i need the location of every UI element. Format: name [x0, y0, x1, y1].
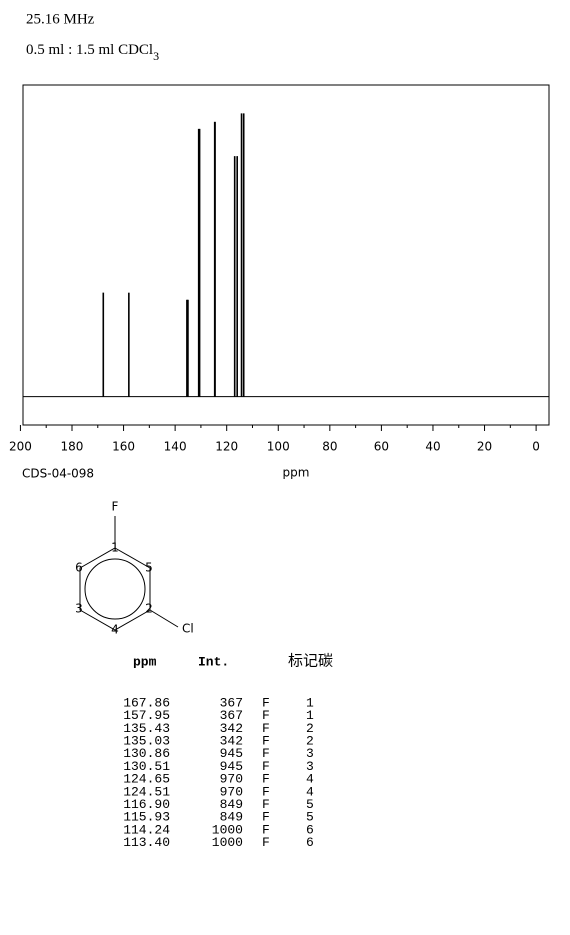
table-int: 342: [220, 734, 243, 749]
table-ppm: 113.40: [123, 835, 170, 850]
table-carbon: 2: [306, 721, 314, 736]
table-nucleus: F: [262, 708, 270, 723]
x-tick-label: 100: [267, 440, 290, 454]
table-ppm: 115.93: [123, 810, 170, 825]
table-ppm: 167.86: [123, 695, 170, 710]
table-int: 367: [220, 695, 243, 710]
table-nucleus: F: [262, 721, 270, 736]
table-carbon: 6: [306, 835, 314, 850]
table-nucleus: F: [262, 784, 270, 799]
table-header: 标记碳: [288, 652, 333, 669]
atom-cl: Cl: [182, 622, 194, 636]
aromatic-circle: [84, 558, 146, 620]
table-nucleus: F: [262, 695, 270, 710]
atom-num: 5: [145, 561, 153, 575]
spectrum-code: CDS-04-098: [22, 467, 94, 481]
structure: [79, 516, 179, 631]
table-int: 367: [220, 708, 243, 723]
x-tick-label: 140: [164, 440, 187, 454]
table-carbon: 3: [306, 746, 314, 761]
table-header: Int.: [198, 654, 229, 669]
atom-f: F: [112, 500, 119, 514]
table-header: ppm: [133, 654, 157, 669]
table-ppm: 124.65: [123, 772, 170, 787]
table-nucleus: F: [262, 810, 270, 825]
table-carbon: 1: [306, 708, 314, 723]
table-nucleus: F: [262, 746, 270, 761]
table-nucleus: F: [262, 797, 270, 812]
solvent-sub: 3: [153, 49, 159, 63]
atom-num: 1: [111, 541, 119, 555]
table-int: 342: [220, 721, 243, 736]
x-tick-label: 200: [9, 440, 32, 454]
plot-frame: [22, 84, 550, 426]
table-carbon: 1: [306, 695, 314, 710]
table-int: 849: [220, 797, 243, 812]
x-tick-label: 40: [425, 440, 440, 454]
table-ppm: 135.03: [123, 734, 170, 749]
x-tick-label: 160: [112, 440, 135, 454]
table-int: 945: [220, 746, 243, 761]
x-tick-label: 120: [215, 440, 238, 454]
bond-cl: [149, 609, 179, 628]
x-tick-label: 80: [322, 440, 337, 454]
table-ppm: 157.95: [123, 708, 170, 723]
table-int: 849: [220, 810, 243, 825]
table-carbon: 3: [306, 759, 314, 774]
table-int: 945: [220, 759, 243, 774]
table-ppm: 130.86: [123, 746, 170, 761]
x-tick-label: 20: [477, 440, 492, 454]
table-nucleus: F: [262, 772, 270, 787]
table-int: 970: [220, 772, 243, 787]
table-nucleus: F: [262, 822, 270, 837]
solvent: 0.5 ml : 1.5 ml CDCl3: [26, 42, 159, 62]
x-tick-label: 180: [61, 440, 84, 454]
table-nucleus: F: [262, 759, 270, 774]
table-ppm: 116.90: [123, 797, 170, 812]
x-tick-label: 0: [532, 440, 540, 454]
table-carbon: 2: [306, 734, 314, 749]
table-carbon: 5: [306, 797, 314, 812]
table-carbon: 4: [306, 784, 314, 799]
x-axis-label: ppm: [283, 466, 310, 480]
table-int: 970: [220, 784, 243, 799]
table-ppm: 135.43: [123, 721, 170, 736]
atom-num: 2: [145, 602, 153, 616]
table-ppm: 130.51: [123, 759, 170, 774]
table-ppm: 124.51: [123, 784, 170, 799]
frequency: 25.16 MHz: [26, 11, 95, 27]
table-carbon: 5: [306, 810, 314, 825]
x-tick-label: 60: [374, 440, 389, 454]
atom-num: 3: [75, 602, 83, 616]
table-int: 1000: [212, 835, 243, 850]
table-carbon: 4: [306, 772, 314, 787]
atom-num: 6: [75, 561, 83, 575]
atom-num: 4: [111, 623, 119, 637]
table-ppm: 114.24: [123, 822, 170, 837]
table-int: 1000: [212, 822, 243, 837]
table-nucleus: F: [262, 835, 270, 850]
table-nucleus: F: [262, 734, 270, 749]
solvent-text: 0.5 ml : 1.5 ml CDCl: [26, 42, 153, 58]
table-carbon: 6: [306, 822, 314, 837]
ring: [79, 547, 151, 631]
